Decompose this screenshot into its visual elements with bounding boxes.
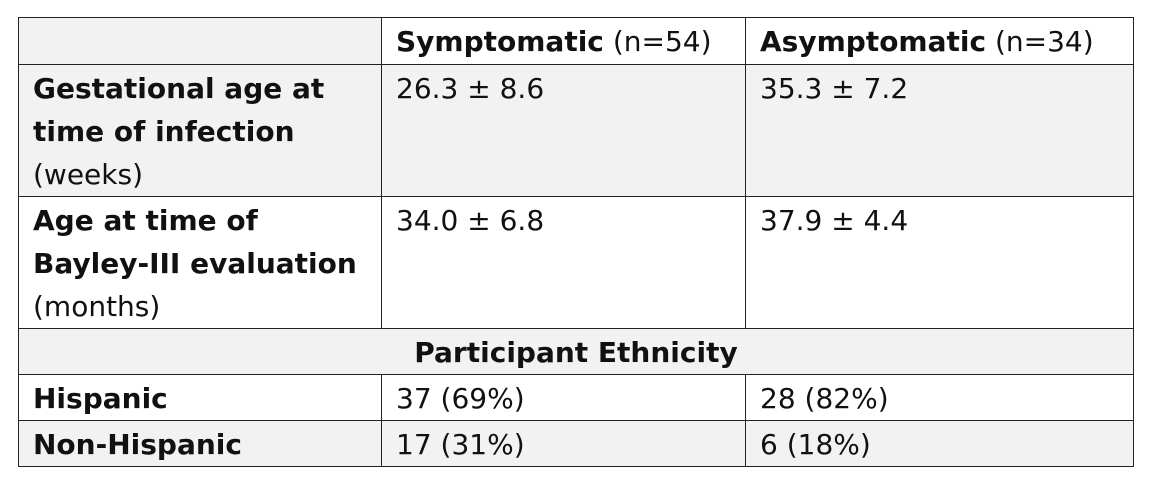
table-row-hispanic: Hispanic 37 (69%) 28 (82%) <box>18 374 1134 421</box>
header-row: Symptomatic (n=54) Asymptomatic (n=34) <box>18 17 1134 65</box>
row-label-unit: (weeks) <box>33 158 144 191</box>
row-label-text: Age at time of Bayley-III evaluation <box>33 204 357 280</box>
cell-asymptomatic: 6 (18%) <box>745 420 1134 467</box>
table-row-non-hispanic: Non-Hispanic 17 (31%) 6 (18%) <box>18 420 1134 467</box>
row-label-non-hispanic: Non-Hispanic <box>18 420 382 467</box>
row-label-hispanic: Hispanic <box>18 374 382 421</box>
cell-asymptomatic: 35.3 ± 7.2 <box>745 64 1134 197</box>
table-row-gestational-age: Gestational age at time of infection (we… <box>18 64 1134 197</box>
cell-symptomatic: 17 (31%) <box>381 420 746 467</box>
section-title: Participant Ethnicity <box>18 328 1134 375</box>
symptomatic-n: (n=54) <box>612 25 712 58</box>
row-label-bayley-age: Age at time of Bayley-III evaluation (mo… <box>18 196 382 329</box>
table-row-bayley-age: Age at time of Bayley-III evaluation (mo… <box>18 196 1134 329</box>
symptomatic-label: Symptomatic <box>396 25 604 58</box>
cell-symptomatic: 34.0 ± 6.8 <box>381 196 746 329</box>
row-label-unit: (months) <box>33 290 161 323</box>
cell-symptomatic: 26.3 ± 8.6 <box>381 64 746 197</box>
section-row: Participant Ethnicity <box>18 328 1134 375</box>
header-asymptomatic: Asymptomatic (n=34) <box>745 17 1134 65</box>
header-symptomatic: Symptomatic (n=54) <box>381 17 746 65</box>
asymptomatic-label: Asymptomatic <box>760 25 987 58</box>
cell-asymptomatic: 28 (82%) <box>745 374 1134 421</box>
row-label-gestational-age: Gestational age at time of infection (we… <box>18 64 382 197</box>
cell-asymptomatic: 37.9 ± 4.4 <box>745 196 1134 329</box>
cell-symptomatic: 37 (69%) <box>381 374 746 421</box>
header-empty-cell <box>18 17 382 65</box>
row-label-text: Gestational age at time of infection <box>33 72 325 148</box>
asymptomatic-n: (n=34) <box>994 25 1094 58</box>
data-table: Symptomatic (n=54) Asymptomatic (n=34) G… <box>18 17 1134 467</box>
